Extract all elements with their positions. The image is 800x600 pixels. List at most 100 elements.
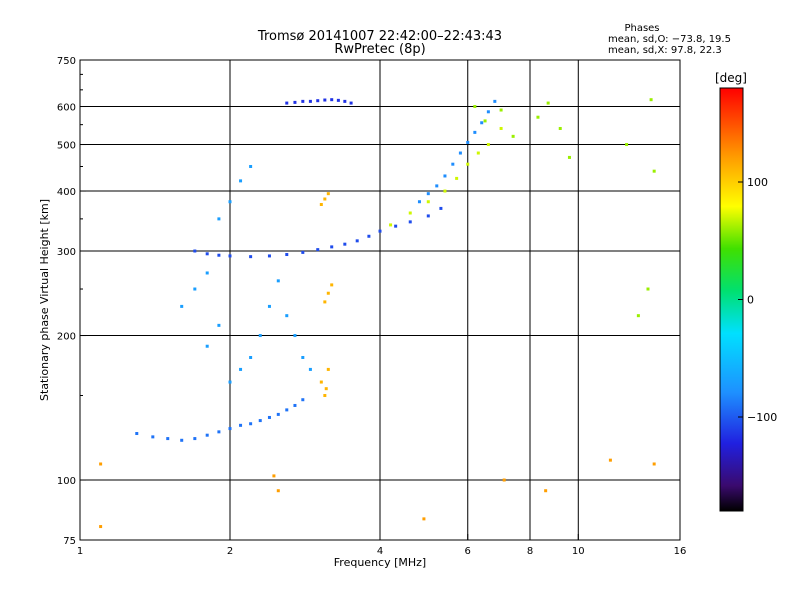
data-point [511, 134, 515, 138]
data-point [293, 403, 297, 407]
data-point [205, 344, 209, 348]
data-point [217, 323, 221, 327]
data-point [228, 380, 232, 384]
x-tick-label: 1 [77, 546, 83, 557]
data-point [316, 248, 320, 252]
data-point [499, 108, 503, 112]
chart-title: Tromsø 20141007 22:42:00–22:43:43 [257, 29, 502, 44]
data-point [330, 98, 334, 102]
data-point [228, 200, 232, 204]
data-point [193, 437, 197, 441]
data-point [355, 239, 359, 243]
data-point [625, 143, 629, 147]
data-point [301, 99, 305, 103]
phase-info-o: mean, sd,O: −73.8, 19.5 [608, 34, 731, 45]
data-point [326, 192, 330, 196]
data-point [324, 387, 328, 391]
data-point [323, 197, 327, 201]
data-point [205, 433, 209, 437]
data-point [293, 100, 297, 104]
data-point [301, 355, 305, 359]
y-tick-label: 75 [63, 536, 76, 547]
data-point [649, 98, 653, 102]
data-point [217, 217, 221, 221]
data-point [336, 98, 340, 102]
data-point [308, 99, 312, 103]
data-point [239, 423, 243, 427]
colorbar-label: [deg] [715, 71, 747, 85]
data-point [435, 184, 439, 188]
data-point [636, 314, 640, 318]
data-point [417, 200, 421, 204]
data-point [458, 151, 462, 155]
data-point [389, 223, 393, 227]
data-point [249, 164, 253, 168]
colorbar-tick-label: 100 [747, 176, 768, 189]
data-point [558, 126, 562, 130]
x-tick-label: 4 [377, 546, 383, 557]
data-point [499, 126, 503, 130]
data-point [466, 162, 470, 166]
data-point [135, 432, 139, 436]
data-point [180, 304, 184, 308]
data-point [308, 367, 312, 371]
y-axis-label: Stationary phase Virtual Height [km] [38, 199, 51, 401]
data-point [330, 245, 334, 249]
data-point [151, 435, 155, 439]
data-point [323, 98, 327, 102]
data-point [326, 367, 330, 371]
data-point [99, 525, 103, 529]
data-point [228, 254, 232, 258]
data-point [285, 408, 289, 412]
y-tick-label: 300 [57, 247, 76, 258]
colorbar-tick-label: 0 [747, 294, 754, 307]
y-tick-label: 750 [57, 56, 76, 67]
data-point [378, 229, 382, 233]
data-point [439, 206, 443, 210]
axis-ticks: 1 2 4 6 8 10 16 75 100 200 300 400 500 600 750 [57, 56, 686, 557]
data-point [276, 489, 280, 493]
data-point [205, 252, 209, 256]
data-point [258, 334, 262, 338]
data-point [285, 253, 289, 257]
data-point [567, 155, 571, 159]
gridlines [80, 60, 680, 540]
data-point [193, 287, 197, 291]
x-tick-label: 6 [465, 546, 471, 557]
data-point [205, 271, 209, 275]
data-point [476, 151, 480, 155]
data-point [408, 220, 412, 224]
x-axis-label: Frequency [MHz] [334, 556, 426, 569]
x-tick-label: 16 [674, 546, 687, 557]
phase-info-x: mean, sd,X: 97.8, 22.3 [608, 45, 722, 56]
data-point [349, 101, 353, 105]
y-tick-label: 200 [57, 332, 76, 343]
data-point [239, 367, 243, 371]
data-point [301, 398, 305, 402]
data-point [166, 437, 170, 441]
data-point [608, 458, 612, 462]
y-tick-label: 400 [57, 187, 76, 198]
colorbar-ticks: 100 0 −100 [738, 176, 777, 424]
data-point [426, 200, 430, 204]
data-point [276, 412, 280, 416]
data-point [426, 214, 430, 218]
data-point [285, 101, 289, 105]
data-point [343, 99, 347, 103]
data-point [473, 105, 477, 109]
data-point [267, 254, 271, 258]
data-point [493, 99, 497, 103]
data-point [316, 99, 320, 103]
data-point [466, 140, 470, 144]
data-point [480, 121, 484, 125]
data-point [267, 415, 271, 419]
data-point [249, 422, 253, 426]
data-point [536, 115, 540, 119]
data-point [301, 250, 305, 254]
chart-subtitle: RwPretec (8p) [334, 42, 425, 57]
x-tick-label: 8 [527, 546, 533, 557]
data-point [319, 202, 323, 206]
data-point [249, 255, 253, 259]
y-tick-label: 500 [57, 141, 76, 152]
